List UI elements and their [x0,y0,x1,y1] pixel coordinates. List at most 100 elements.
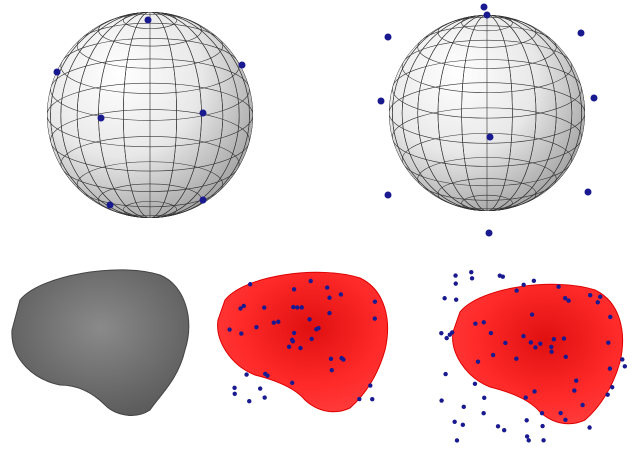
point [521,334,525,338]
point [309,337,313,341]
point [290,338,294,342]
point [501,274,505,278]
point [454,298,458,302]
point [461,423,465,427]
point [232,386,236,390]
point [357,397,361,401]
point [239,331,243,335]
brain-red [218,272,388,411]
brain-gray [12,270,189,416]
point [307,317,311,321]
brain-red [453,284,623,423]
point [578,30,585,37]
point [443,372,447,376]
point [327,296,331,300]
point [385,34,392,41]
point [107,202,114,209]
point [484,12,491,19]
point [514,356,518,360]
point [549,345,553,349]
point [444,336,448,340]
point [291,305,295,309]
point [370,397,374,401]
point [455,438,459,442]
point [489,331,493,335]
point [541,438,545,442]
sphere [47,12,253,218]
point [287,345,291,349]
point [588,293,592,297]
point [439,331,443,335]
point [448,333,452,337]
point [524,395,528,399]
point [452,420,456,424]
point [598,295,602,299]
point [623,364,627,368]
point [385,192,392,199]
point [556,284,560,288]
point [248,282,252,286]
point [564,355,568,359]
point [532,279,536,283]
point [502,428,506,432]
point [292,331,296,335]
point [330,368,334,372]
point [530,312,534,316]
point [540,411,544,415]
point [373,316,377,320]
point [482,320,486,324]
point [339,356,343,360]
point [476,360,480,364]
point [574,378,578,382]
point [487,134,494,141]
point [538,341,542,345]
point [473,382,477,386]
point [470,276,474,280]
point [606,340,610,344]
point [200,110,207,117]
point [587,425,591,429]
point [298,346,302,350]
point [486,230,493,237]
point [262,305,266,309]
point [453,273,457,277]
point [300,305,304,309]
point [339,292,343,296]
point [540,424,544,428]
point [329,357,333,361]
point [566,298,570,302]
point [244,372,248,376]
point [585,189,592,196]
point [439,398,443,402]
point [605,393,609,397]
point [591,95,598,102]
point [481,411,485,415]
point [496,424,500,428]
point [524,418,528,422]
point [325,285,329,289]
point [552,337,556,341]
point [145,17,152,24]
point [596,300,600,304]
point [572,388,576,392]
point [482,396,486,400]
sphere [389,15,585,211]
point [258,386,262,390]
point [98,115,105,122]
point [503,341,507,345]
point [562,336,566,340]
point [373,299,377,303]
point [527,438,531,442]
point [549,350,553,354]
point [481,4,488,11]
point [368,383,372,387]
point [491,353,495,357]
point [262,395,266,399]
point [563,418,567,422]
point [558,411,562,415]
point [442,296,446,300]
point [608,366,612,370]
point [533,345,537,349]
point [454,281,458,285]
point [532,389,536,393]
